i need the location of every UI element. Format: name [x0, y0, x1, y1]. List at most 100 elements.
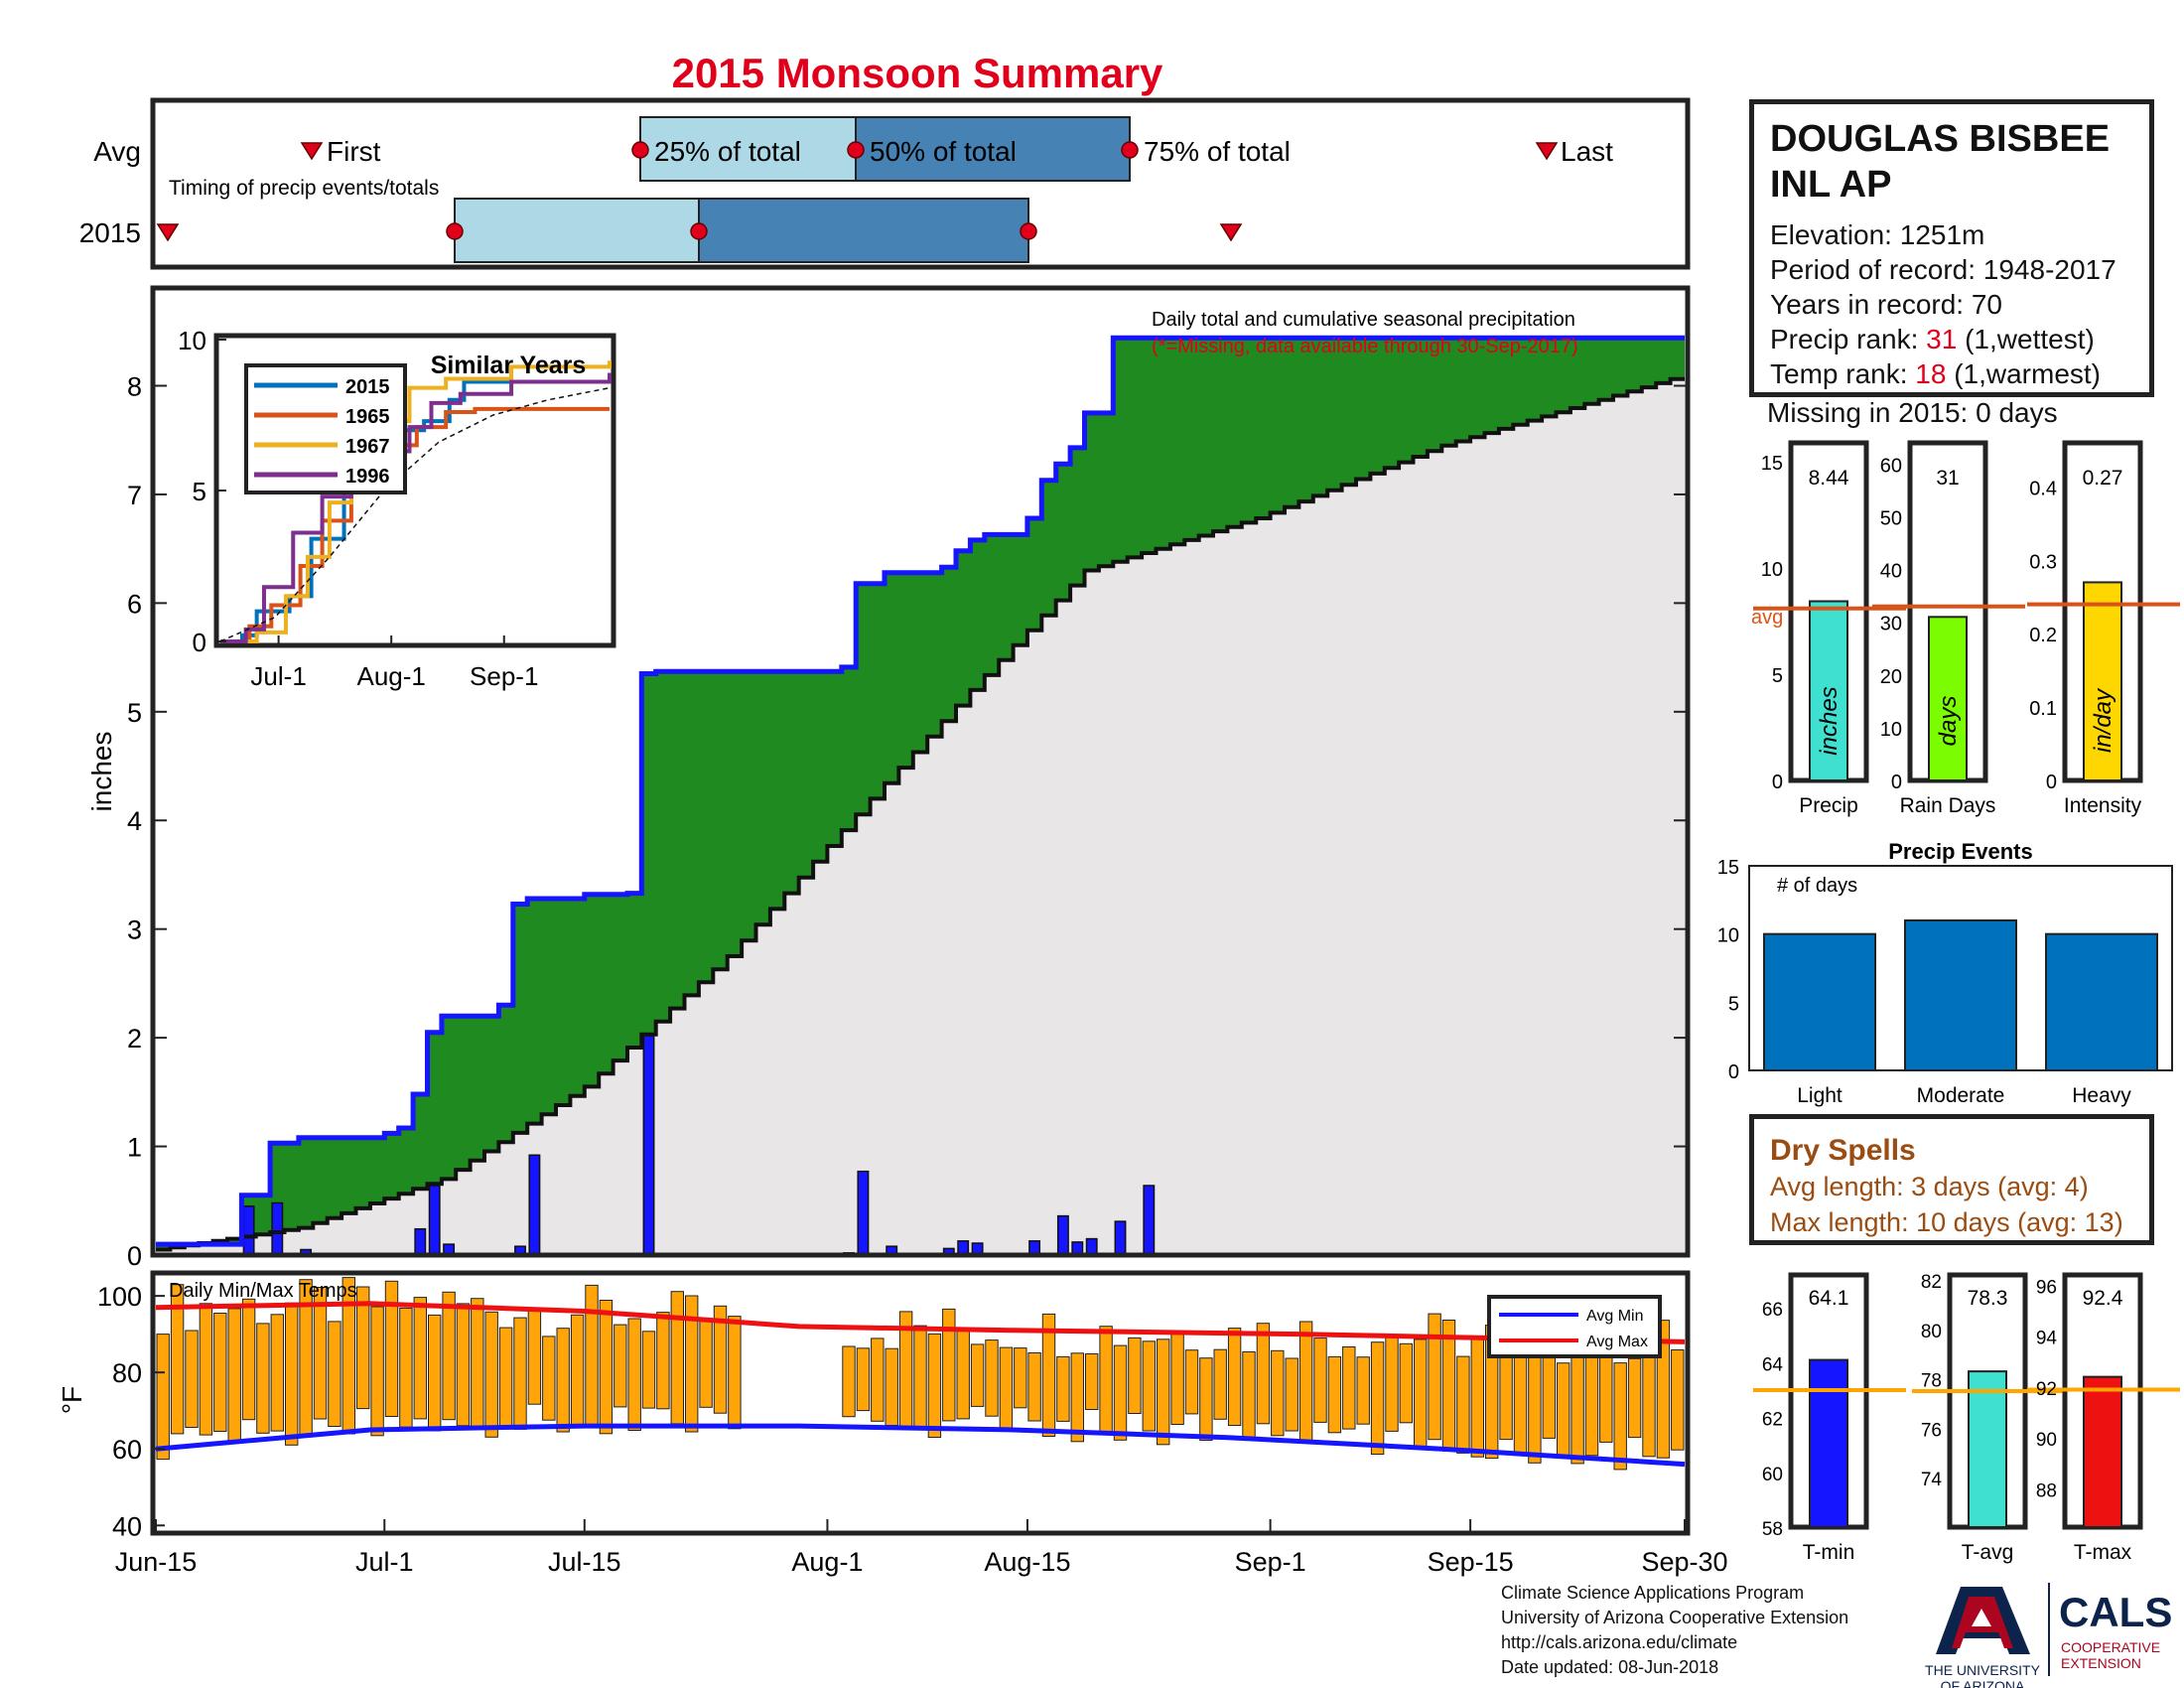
years-line: Years in record: 70	[1770, 287, 2133, 322]
temp-summary-ytick-label: 78	[1921, 1371, 1942, 1392]
precip-cumulative-lines	[156, 335, 1685, 1252]
temp-summary-bar-T-min	[1809, 1358, 1848, 1528]
side-ytick-label: 0.2	[2029, 625, 2057, 646]
temp-summary-ytick-label: 64	[1762, 1354, 1784, 1375]
events-title: Precip Events	[1888, 839, 2033, 864]
elevation-value: 1251m	[1899, 219, 1985, 250]
side-value-label: 31	[1936, 467, 1959, 490]
daily-temp-range-bar	[442, 1291, 456, 1421]
side-avg-label: avg	[1751, 607, 1783, 629]
daily-temp-range-bar	[241, 1298, 256, 1421]
avg-max-temp-line	[155, 1301, 1686, 1344]
side-ytick-label: 20	[1880, 666, 1902, 688]
daily-temp-range-bar	[1213, 1348, 1227, 1420]
similar-years-inset: Similar Years 0 5 10 Jul-1 Aug-1 Sep-1 2015 19…	[178, 326, 616, 691]
daily-precip-bar	[242, 1205, 255, 1256]
credits-line2: University of Arizona Cooperative Extens…	[1501, 1608, 1849, 1627]
logos: THE UNIVERSITY OF ARIZONA CALS COOPERATI…	[1925, 1583, 2172, 1688]
y2015-q25-q50-box	[454, 198, 700, 263]
daily-temp-range-bar	[1584, 1351, 1599, 1457]
date-xtick-label: Jul-1	[355, 1547, 414, 1577]
precip-ylabel: inches	[86, 732, 117, 812]
dry-spells-box: Dry Spells Avg length: 3 days (avg: 4) M…	[1749, 1114, 2154, 1245]
period-line: Period of record: 1948-2017	[1770, 252, 2133, 287]
daily-temp-range-bar	[456, 1303, 471, 1427]
dry-spells-title: Dry Spells	[1770, 1134, 1916, 1167]
temp-summary-ytick-label: 58	[1762, 1519, 1783, 1540]
inset-ytick-label: 0	[193, 628, 206, 657]
daily-temp-range-bar	[1327, 1355, 1342, 1434]
daily-temp-range-bar	[713, 1305, 728, 1414]
daily-precip-bar	[1143, 1185, 1156, 1256]
average-cumulative-area	[156, 378, 1685, 1255]
date-xtick-label: Sep-15	[1428, 1547, 1514, 1577]
y2015-q50-marker	[690, 222, 708, 240]
daily-temp-range-bar	[999, 1346, 1014, 1431]
years-value: 70	[1971, 289, 2003, 320]
inset-ytick-label: 5	[193, 477, 206, 506]
daily-temp-range-bar	[1370, 1341, 1385, 1455]
daily-temp-range-bar	[728, 1316, 742, 1430]
daily-temp-range-bar	[956, 1330, 970, 1420]
dry-spells-max: Max length: 10 days (avg: 13)	[1770, 1207, 2123, 1237]
avg-q75-marker	[1121, 141, 1139, 159]
daily-temp-range-bar	[1642, 1340, 1656, 1458]
daily-temp-range-bar	[1184, 1349, 1199, 1415]
missing-days-text: Missing in 2015: 0 days	[1767, 397, 2058, 428]
side-bar-Rain Days	[1928, 616, 1968, 781]
daily-temp-range-bar	[614, 1324, 627, 1408]
daily-temp-range-bar	[1199, 1357, 1213, 1441]
daily-precip-bar	[428, 1185, 441, 1256]
inset-xtick-label: Sep-1	[470, 661, 538, 691]
daily-temp-range-bar	[1128, 1336, 1142, 1415]
events-ytick-label: 15	[1717, 857, 1739, 879]
temp-rank-note: (1,warmest)	[1946, 358, 2102, 389]
years-label: Years in record:	[1770, 289, 1972, 320]
temp-summary-category-label: T-min	[1803, 1541, 1855, 1564]
q75-label: 75% of total	[1144, 136, 1291, 167]
side-category-label: Rain Days	[1900, 794, 1996, 817]
cals-logo: CALS COOPERATIVE EXTENSION	[2059, 1589, 2172, 1671]
daily-temp-range-bar	[1271, 1349, 1285, 1437]
daily-temp-range-bar	[1542, 1357, 1556, 1439]
daily-temp-range-bar	[842, 1345, 856, 1418]
avg-q25-marker	[631, 141, 649, 159]
daily-temp-range-bar	[1570, 1339, 1584, 1465]
daily-temp-range-bar	[1613, 1362, 1627, 1471]
temp-summary-ytick-label: 60	[1762, 1465, 1783, 1485]
temp-ytick-label: 100	[97, 1282, 142, 1312]
precip-rank-value: 31	[1926, 324, 1958, 354]
daily-temp-range-bar	[570, 1314, 585, 1428]
daily-temp-range-bar	[328, 1321, 341, 1428]
daily-temp-range-bar	[1056, 1355, 1070, 1422]
temp-summary-value-label: 92.4	[2083, 1287, 2123, 1310]
daily-temp-range-bar	[270, 1314, 285, 1432]
side-ytick-label: 0.4	[2029, 478, 2057, 499]
side-value-label: 0.27	[2083, 467, 2123, 490]
daily-temp-range-bar	[641, 1331, 656, 1409]
daily-temp-range-bar	[585, 1284, 599, 1426]
temp-ylabel: °F	[57, 1386, 87, 1414]
precip-fill-layer	[156, 338, 1685, 1255]
daily-precip-bar	[1056, 1214, 1069, 1256]
inset-ytick-label: 10	[178, 326, 206, 355]
daily-temp-range-bar	[1470, 1336, 1484, 1458]
temp-summary-bar-T-avg	[1968, 1370, 2007, 1529]
precip-ytick-label: 2	[127, 1024, 142, 1054]
station-info-box: DOUGLAS BISBEE INL AP Elevation: 1251m P…	[1749, 99, 2154, 397]
daily-temp-range-bar	[156, 1334, 170, 1461]
y2015-q25-marker	[446, 222, 464, 240]
daily-temp-range-bar	[170, 1284, 185, 1435]
date-xtick-label: Jul-15	[548, 1547, 621, 1577]
daily-temp-range-bar	[1671, 1349, 1685, 1451]
temp-summary-ytick-label: 94	[2036, 1329, 2058, 1349]
precip-ytick-label: 8	[127, 371, 142, 401]
cumulative-2015-line	[156, 335, 1685, 1247]
precip-rank-note: (1,wettest)	[1957, 324, 2095, 354]
daily-temp-range-bar	[285, 1302, 299, 1446]
period-value: 1948-2017	[1982, 254, 2116, 285]
period-label: Period of record:	[1770, 254, 1983, 285]
precip-rank-line: Precip rank: 31 (1,wettest)	[1770, 322, 2133, 356]
daily-temp-range-bar	[1441, 1320, 1456, 1452]
